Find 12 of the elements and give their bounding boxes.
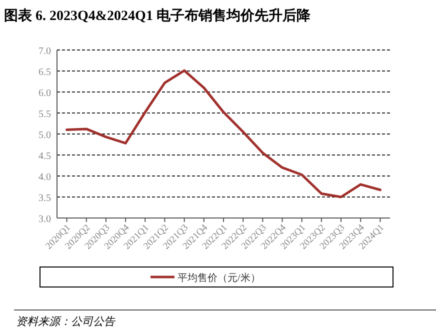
y-tick-label: 5.5 — [38, 109, 51, 120]
y-tick-label: 5.0 — [38, 130, 51, 141]
title: 图表 6. 2023Q4&2024Q1 电子布销售均价先升后降 — [4, 9, 310, 24]
y-tick-label: 4.5 — [38, 151, 51, 162]
y-tick-label: 3.0 — [38, 214, 51, 225]
y-tick-label: 6.0 — [38, 88, 51, 99]
y-tick-label: 4.0 — [38, 172, 51, 183]
text: 资料来源：公司公告 — [16, 315, 116, 328]
y-tick-label: 6.5 — [38, 67, 51, 78]
y-tick-label: 3.5 — [38, 193, 51, 204]
legend-label: 平均售价（元/米） — [178, 272, 260, 284]
y-tick-label: 7.0 — [38, 46, 51, 57]
